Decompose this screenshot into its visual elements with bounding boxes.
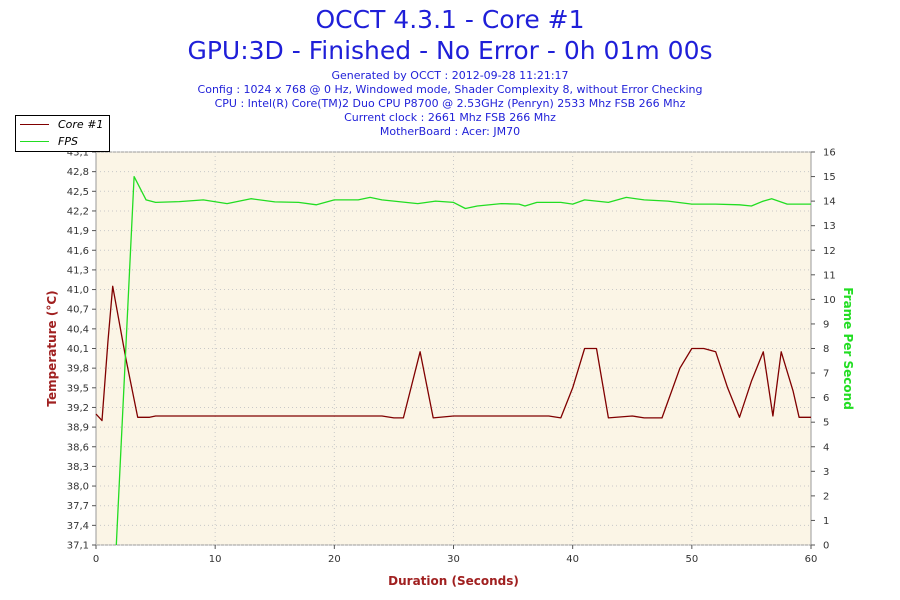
y2-axis-title: Frame Per Second xyxy=(841,287,855,410)
y2-tick-label: 5 xyxy=(823,418,829,429)
legend: Core #1 FPS xyxy=(15,115,110,152)
y2-tick-label: 13 xyxy=(823,221,836,232)
y-tick-label: 41,6 xyxy=(67,246,89,257)
y2-tick-label: 4 xyxy=(823,442,829,453)
x-axis-title: Duration (Seconds) xyxy=(388,574,519,588)
legend-swatch-fps xyxy=(20,141,49,142)
y2-tick-label: 2 xyxy=(823,491,829,502)
y-tick-label: 40,7 xyxy=(67,305,89,316)
y-tick-label: 39,2 xyxy=(67,403,89,414)
y-tick-label: 37,1 xyxy=(67,541,89,552)
x-tick-label: 0 xyxy=(93,554,99,565)
y2-tick-label: 6 xyxy=(823,393,829,404)
y-tick-label: 41,9 xyxy=(67,226,89,237)
legend-item-core1: Core #1 xyxy=(20,118,108,132)
y-tick-label: 38,3 xyxy=(67,462,89,473)
y2-tick-label: 14 xyxy=(823,197,836,208)
series-line-core1 xyxy=(95,285,811,422)
chart-subtitle: GPU:3D - Finished - No Error - 0h 01m 00… xyxy=(187,36,713,65)
y2-tick-label: 10 xyxy=(823,295,836,306)
y-tick-label: 42,8 xyxy=(67,167,89,178)
info-clock: Current clock : 2661 Mhz FSB 266 Mhz xyxy=(344,111,556,124)
y-tick-label: 38,9 xyxy=(67,423,89,434)
x-tick-label: 10 xyxy=(209,554,222,565)
legend-label-core1: Core #1 xyxy=(58,118,104,131)
y-tick-label: 39,5 xyxy=(67,383,89,394)
series-line-fps xyxy=(115,175,811,546)
y2-tick-label: 16 xyxy=(823,148,836,159)
y-tick-label: 37,4 xyxy=(67,521,89,532)
y2-tick-label: 8 xyxy=(823,344,829,355)
y-tick-label: 39,8 xyxy=(67,364,89,375)
chart-title: OCCT 4.3.1 - Core #1 xyxy=(315,5,585,34)
y-tick-label: 41,0 xyxy=(67,285,89,296)
y2-tick-label: 9 xyxy=(823,319,829,330)
y-tick-label: 40,1 xyxy=(67,344,89,355)
y2-tick-label: 7 xyxy=(823,369,829,380)
info-config: Config : 1024 x 768 @ 0 Hz, Windowed mod… xyxy=(197,83,703,96)
y2-tick-label: 12 xyxy=(823,246,836,257)
y-tick-label: 43,1 xyxy=(67,148,89,159)
x-tick-label: 30 xyxy=(447,554,460,565)
x-tick-label: 20 xyxy=(328,554,341,565)
y-tick-label: 42,2 xyxy=(67,206,89,217)
y2-tick-label: 11 xyxy=(823,270,836,281)
x-tick-label: 50 xyxy=(685,554,698,565)
x-tick-label: 60 xyxy=(805,554,818,565)
legend-swatch-core1 xyxy=(20,124,49,125)
info-generated: Generated by OCCT : 2012-09-28 11:21:17 xyxy=(331,69,569,82)
legend-item-fps: FPS xyxy=(20,135,108,149)
x-tick-label: 40 xyxy=(566,554,579,565)
series-lines xyxy=(95,175,811,546)
y2-tick-label: 1 xyxy=(823,516,829,527)
y-tick-label: 42,5 xyxy=(67,187,89,198)
y-axis-title: Temperature (°C) xyxy=(45,290,59,406)
y-tick-label: 38,6 xyxy=(67,442,89,453)
y-tick-label: 38,0 xyxy=(67,482,89,493)
y-tick-label: 37,7 xyxy=(67,501,89,512)
info-cpu: CPU : Intel(R) Core(TM)2 Duo CPU P8700 @… xyxy=(214,97,686,110)
info-motherboard: MotherBoard : Acer: JM70 xyxy=(379,125,521,138)
x-axis-ticks: 0 10 20 30 40 50 60 xyxy=(93,545,818,565)
y-tick-label: 41,3 xyxy=(67,265,89,276)
y-tick-label: 40,4 xyxy=(67,324,89,335)
y2-tick-label: 0 xyxy=(823,541,829,552)
left-axis-ticks: 37,1 37,4 37,7 38,0 38,3 38,6 38,9 39,2 39,5 39,8… xyxy=(67,148,96,552)
y2-tick-label: 3 xyxy=(823,467,829,478)
y2-tick-label: 15 xyxy=(823,172,836,183)
legend-label-fps: FPS xyxy=(58,135,78,148)
